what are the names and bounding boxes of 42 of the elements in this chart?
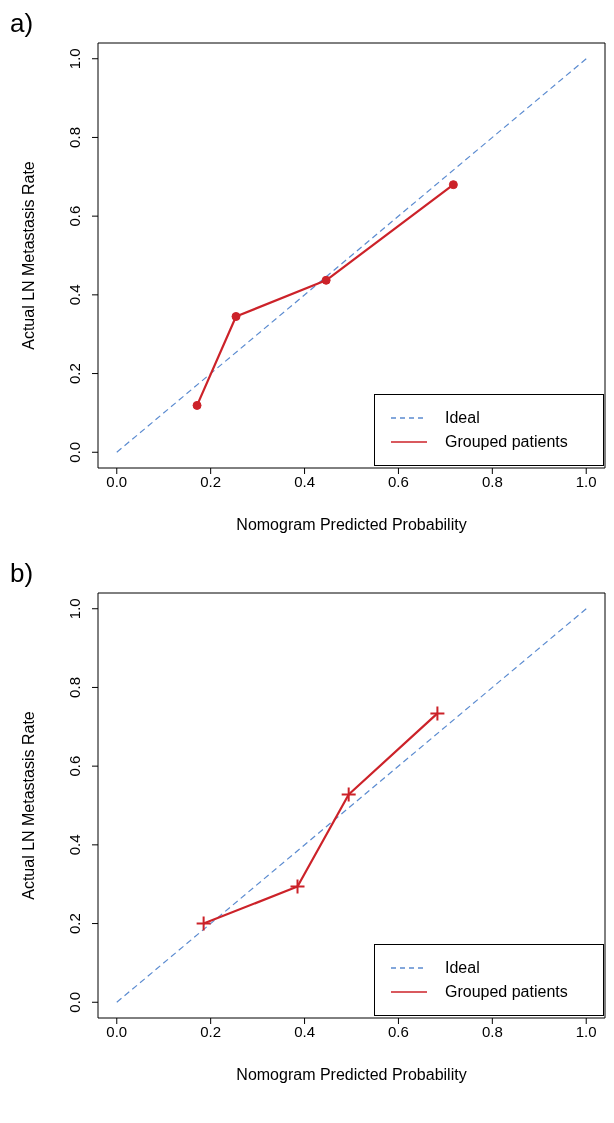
point (340, 786, 357, 803)
y-tick-label: 0.8 (66, 127, 83, 148)
x-axis-title: Nomogram Predicted Probability (236, 1066, 467, 1083)
x-tick-label: 0.8 (481, 1022, 503, 1040)
y-axis-title: Actual LN Metastasis Rate (19, 711, 37, 900)
point (448, 180, 458, 190)
point (429, 705, 446, 722)
x-tick-label: 0.4 (294, 1022, 315, 1040)
y-tick-label: 0.0 (66, 441, 83, 463)
y-tick-label: 0.4 (66, 284, 83, 306)
legend-label: Ideal (445, 409, 480, 427)
y-tick-label: 0.2 (66, 363, 83, 384)
x-tick-label: 0.6 (388, 472, 409, 490)
y-tick-label: 1.0 (66, 48, 83, 70)
y-tick-label: 0.2 (66, 913, 83, 934)
point (231, 312, 241, 321)
x-tick-label: 0.0 (106, 1022, 128, 1040)
point (195, 915, 212, 932)
point (192, 400, 202, 410)
y-tick-label: 0.6 (66, 205, 83, 227)
y-tick-label: 0.6 (66, 755, 83, 777)
legend-label: Ideal (445, 959, 480, 977)
x-tick-label: 0.4 (294, 472, 315, 490)
x-tick-label: 0.6 (388, 1022, 409, 1040)
chart-title: b) (10, 558, 34, 589)
x-tick-label: 0.8 (481, 472, 503, 490)
x-tick-label: 0.2 (200, 472, 222, 490)
x-axis-title: Nomogram Predicted Probability (236, 516, 467, 533)
y-tick-label: 0.0 (66, 991, 83, 1013)
legend-label: Grouped patients (445, 433, 568, 451)
chart-title: a) (10, 8, 34, 39)
x-tick-label: 1.0 (575, 472, 597, 490)
point (321, 275, 331, 285)
y-tick-label: 0.8 (66, 677, 83, 698)
x-tick-label: 0.0 (106, 472, 128, 490)
x-tick-label: 0.2 (200, 1022, 222, 1040)
point (289, 878, 306, 895)
legend-label: Grouped patients (445, 983, 568, 1001)
y-axis-title: Actual LN Metastasis Rate (19, 161, 37, 350)
x-tick-label: 1.0 (575, 1022, 597, 1040)
y-tick-label: 1.0 (66, 598, 83, 620)
y-tick-label: 0.4 (66, 834, 83, 856)
